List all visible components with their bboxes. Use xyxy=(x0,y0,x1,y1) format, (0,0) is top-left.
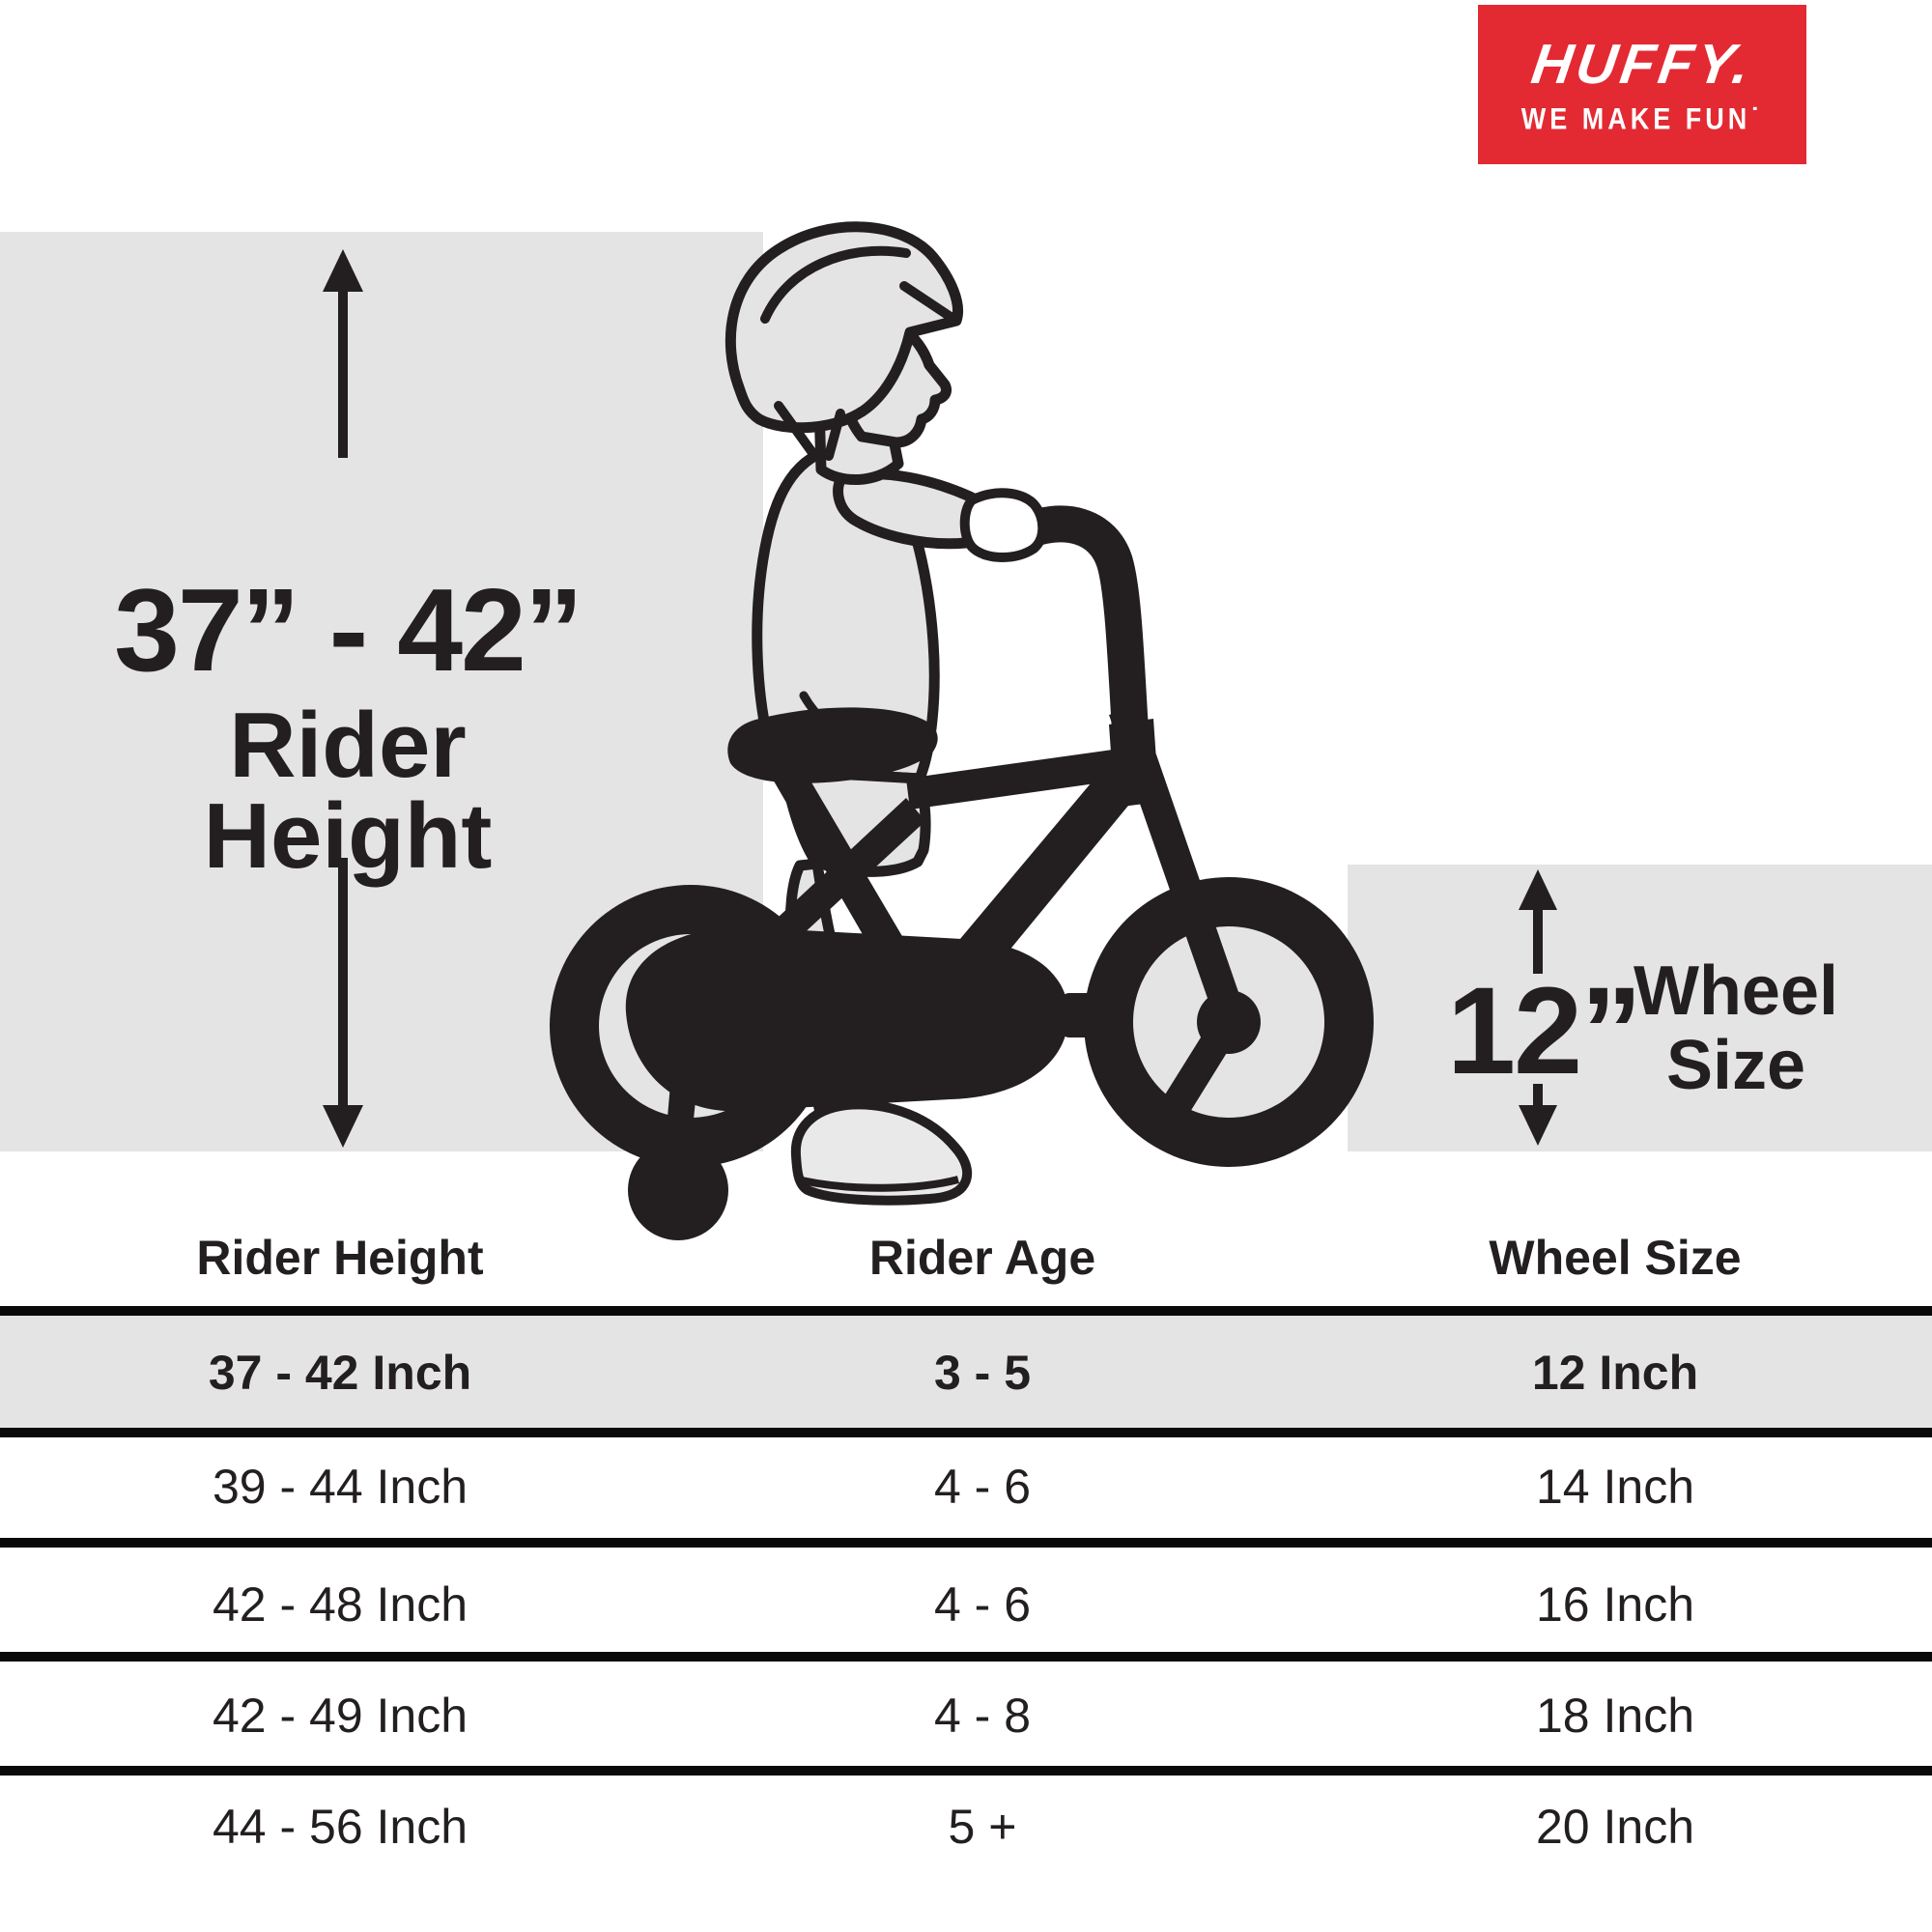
rider-height-label-line2: Height xyxy=(203,784,493,888)
wheel-size-label-line2: Size xyxy=(1665,1027,1806,1104)
row-height-cell: 37 - 42 Inch xyxy=(208,1346,472,1400)
rider-height-arrow xyxy=(323,249,363,1148)
row-age-cell: 5 + xyxy=(948,1800,1017,1854)
huffy-logo: HUFFY. WE MAKE FUN˙ xyxy=(1478,5,1806,164)
table-rule xyxy=(0,1652,1932,1662)
size-table-header: Rider Height Rider Age Wheel Size xyxy=(0,1227,1932,1289)
rider-height-label-line1: Rider xyxy=(229,694,467,797)
wheel-size-band xyxy=(1348,865,1932,1151)
bike-illustration xyxy=(550,505,1374,1240)
table-rule xyxy=(0,1306,1932,1316)
row-height-cell: 42 - 49 Inch xyxy=(212,1689,469,1743)
row-height-cell: 39 - 44 Inch xyxy=(212,1460,469,1514)
row-wheel-cell: 18 Inch xyxy=(1535,1689,1694,1743)
table-rule xyxy=(0,1538,1932,1548)
row-age-cell: 4 - 6 xyxy=(933,1577,1032,1632)
glove xyxy=(959,488,1048,562)
row-height-cell: 44 - 56 Inch xyxy=(212,1800,469,1854)
bike-saddle xyxy=(727,707,938,783)
rider-hand-and-shoe xyxy=(790,488,1048,1206)
table-row: 42 - 48 Inch 4 - 6 16 Inch xyxy=(0,1574,1932,1635)
rider-height-label: Rider Height xyxy=(0,694,696,888)
wheel-size-label: Wheel Size xyxy=(1591,954,1881,1103)
header-wheel-size: Wheel Size xyxy=(1489,1231,1742,1285)
pedal xyxy=(1061,993,1132,1037)
table-row: 39 - 44 Inch 4 - 6 14 Inch xyxy=(0,1456,1932,1518)
shoe xyxy=(790,1099,973,1206)
shoe-sole-line xyxy=(801,1176,960,1192)
header-rider-age: Rider Age xyxy=(868,1231,1096,1285)
row-wheel-cell: 16 Inch xyxy=(1535,1577,1694,1632)
huffy-logo-tagline: WE MAKE FUN˙ xyxy=(1520,101,1764,136)
row-wheel-cell: 20 Inch xyxy=(1535,1800,1694,1854)
table-row: 44 - 56 Inch 5 + 20 Inch xyxy=(0,1796,1932,1858)
table-rule xyxy=(0,1428,1932,1437)
rider-height-range: 37” - 42” xyxy=(114,564,583,696)
huffy-logo-wordmark: HUFFY. xyxy=(1527,33,1757,96)
wheel-size-arrow xyxy=(1519,869,1557,1146)
wheel-size-value: 12” xyxy=(1446,962,1642,1100)
row-wheel-cell: 12 Inch xyxy=(1531,1346,1699,1400)
training-wheel xyxy=(628,1039,728,1240)
table-rule xyxy=(0,1766,1932,1776)
row-age-cell: 4 - 6 xyxy=(933,1460,1032,1514)
header-rider-height: Rider Height xyxy=(196,1231,484,1285)
highlighted-row-background xyxy=(0,1316,1932,1428)
wheel-size-label-line1: Wheel xyxy=(1633,952,1839,1030)
row-age-cell: 4 - 8 xyxy=(933,1689,1032,1743)
chain-guard xyxy=(625,926,1069,1112)
row-height-cell: 42 - 48 Inch xyxy=(212,1577,469,1632)
row-wheel-cell: 14 Inch xyxy=(1535,1460,1694,1514)
row-age-cell: 3 - 5 xyxy=(933,1346,1032,1400)
table-row: 42 - 49 Inch 4 - 8 18 Inch xyxy=(0,1685,1932,1747)
table-row: 37 - 42 Inch 3 - 5 12 Inch xyxy=(0,1342,1932,1404)
